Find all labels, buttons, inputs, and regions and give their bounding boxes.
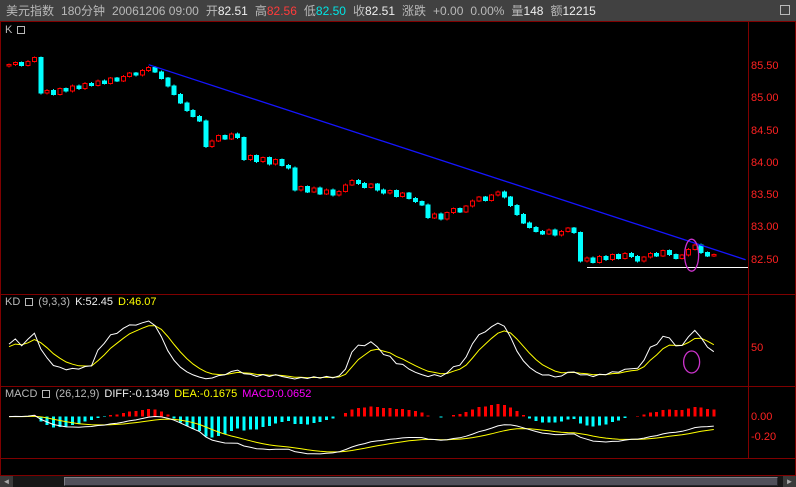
high-quote: 高82.56 <box>255 2 297 19</box>
scrollbar[interactable]: ◄ ► <box>0 476 796 487</box>
macd-svg[interactable] <box>1 400 748 458</box>
price-tick: 83.00 <box>751 221 779 234</box>
macd-dea-value: DEA:-0.1675 <box>174 388 238 400</box>
frame-top-border <box>0 21 796 22</box>
main-kd-divider <box>0 294 796 295</box>
scrollbar-thumb[interactable] <box>64 477 778 486</box>
change-value: +0.00 <box>433 3 464 18</box>
main-panel-label: K <box>5 24 13 36</box>
change-pct: 0.00% <box>470 3 505 18</box>
kd-svg[interactable] <box>1 310 748 386</box>
price-tick: 83.50 <box>751 189 779 202</box>
amount-label: 额 <box>550 4 563 18</box>
change-label: 涨跌 <box>402 4 427 18</box>
price-tick: 84.00 <box>751 156 779 169</box>
price-tick: 85.50 <box>751 59 779 72</box>
kd-params: (9,3,3) <box>38 296 71 308</box>
kd-panel-label: KD <box>5 296 21 308</box>
kd-macd-divider <box>0 386 796 387</box>
amount-quote: 额12215 <box>550 2 595 19</box>
frame-left-border <box>0 21 1 476</box>
amount-value: 12215 <box>562 4 596 18</box>
symbol-label: 美元指数 <box>6 4 55 18</box>
price-tick: 82.50 <box>751 253 779 266</box>
volume-label: 量 <box>511 4 524 18</box>
open-value: 82.51 <box>217 4 248 18</box>
low-quote: 低82.50 <box>304 2 346 19</box>
date-scroll-divider <box>0 475 796 476</box>
kd-mid-tick: 50 <box>751 342 764 354</box>
open-label: 开 <box>205 4 218 18</box>
price-tick: 84.50 <box>751 124 779 137</box>
macd-panel-header: MACD (26,12,9) DIFF:-0.1349 DEA:-0.1675 … <box>5 388 311 400</box>
close-quote: 收82.51 <box>353 2 395 19</box>
period-label: 180分钟 <box>61 4 106 18</box>
kd-collapse-icon[interactable] <box>25 298 34 306</box>
macd-params: (26,12,9) <box>55 388 100 400</box>
macd-tick: -0.20 <box>751 431 777 444</box>
kd-k-value: K:52.45 <box>75 296 113 308</box>
main-panel-header: K <box>5 24 26 36</box>
main-chart-svg[interactable] <box>1 22 748 294</box>
macd-date-divider <box>0 458 796 459</box>
price-scale-divider <box>748 21 749 459</box>
date-axis: -1718202122232425262728293012-12456 <box>0 459 796 475</box>
close-label: 收 <box>352 4 365 18</box>
window-restore-icon[interactable] <box>780 5 790 15</box>
scroll-right-icon[interactable]: ► <box>783 476 796 487</box>
macd-collapse-icon[interactable] <box>42 390 51 398</box>
datetime-label: 20061206 09:00 <box>112 3 199 18</box>
volume-value: 148 <box>523 4 544 18</box>
scroll-left-icon[interactable]: ◄ <box>0 476 13 487</box>
macd-macd-value: MACD:0.0652 <box>242 388 312 400</box>
close-value: 82.51 <box>364 4 395 18</box>
volume-quote: 量148 <box>511 2 543 19</box>
panel-collapse-icon[interactable] <box>17 26 26 34</box>
macd-panel-label: MACD <box>5 388 38 400</box>
macd-diff-value: DIFF:-0.1349 <box>104 388 170 400</box>
price-tick: 85.00 <box>751 92 779 105</box>
low-label: 低 <box>303 4 316 18</box>
high-value: 82.56 <box>266 4 297 18</box>
macd-tick: 0.00 <box>751 410 773 423</box>
kd-panel-header: KD (9,3,3) K:52.45 D:46.07 <box>5 296 157 308</box>
open-quote: 开82.51 <box>206 2 248 19</box>
low-value: 82.50 <box>315 4 346 18</box>
kd-d-value: D:46.07 <box>118 296 157 308</box>
title-bar: 美元指数 180分钟 20061206 09:00 开82.51 高82.56 … <box>0 0 796 21</box>
high-label: 高 <box>254 4 267 18</box>
